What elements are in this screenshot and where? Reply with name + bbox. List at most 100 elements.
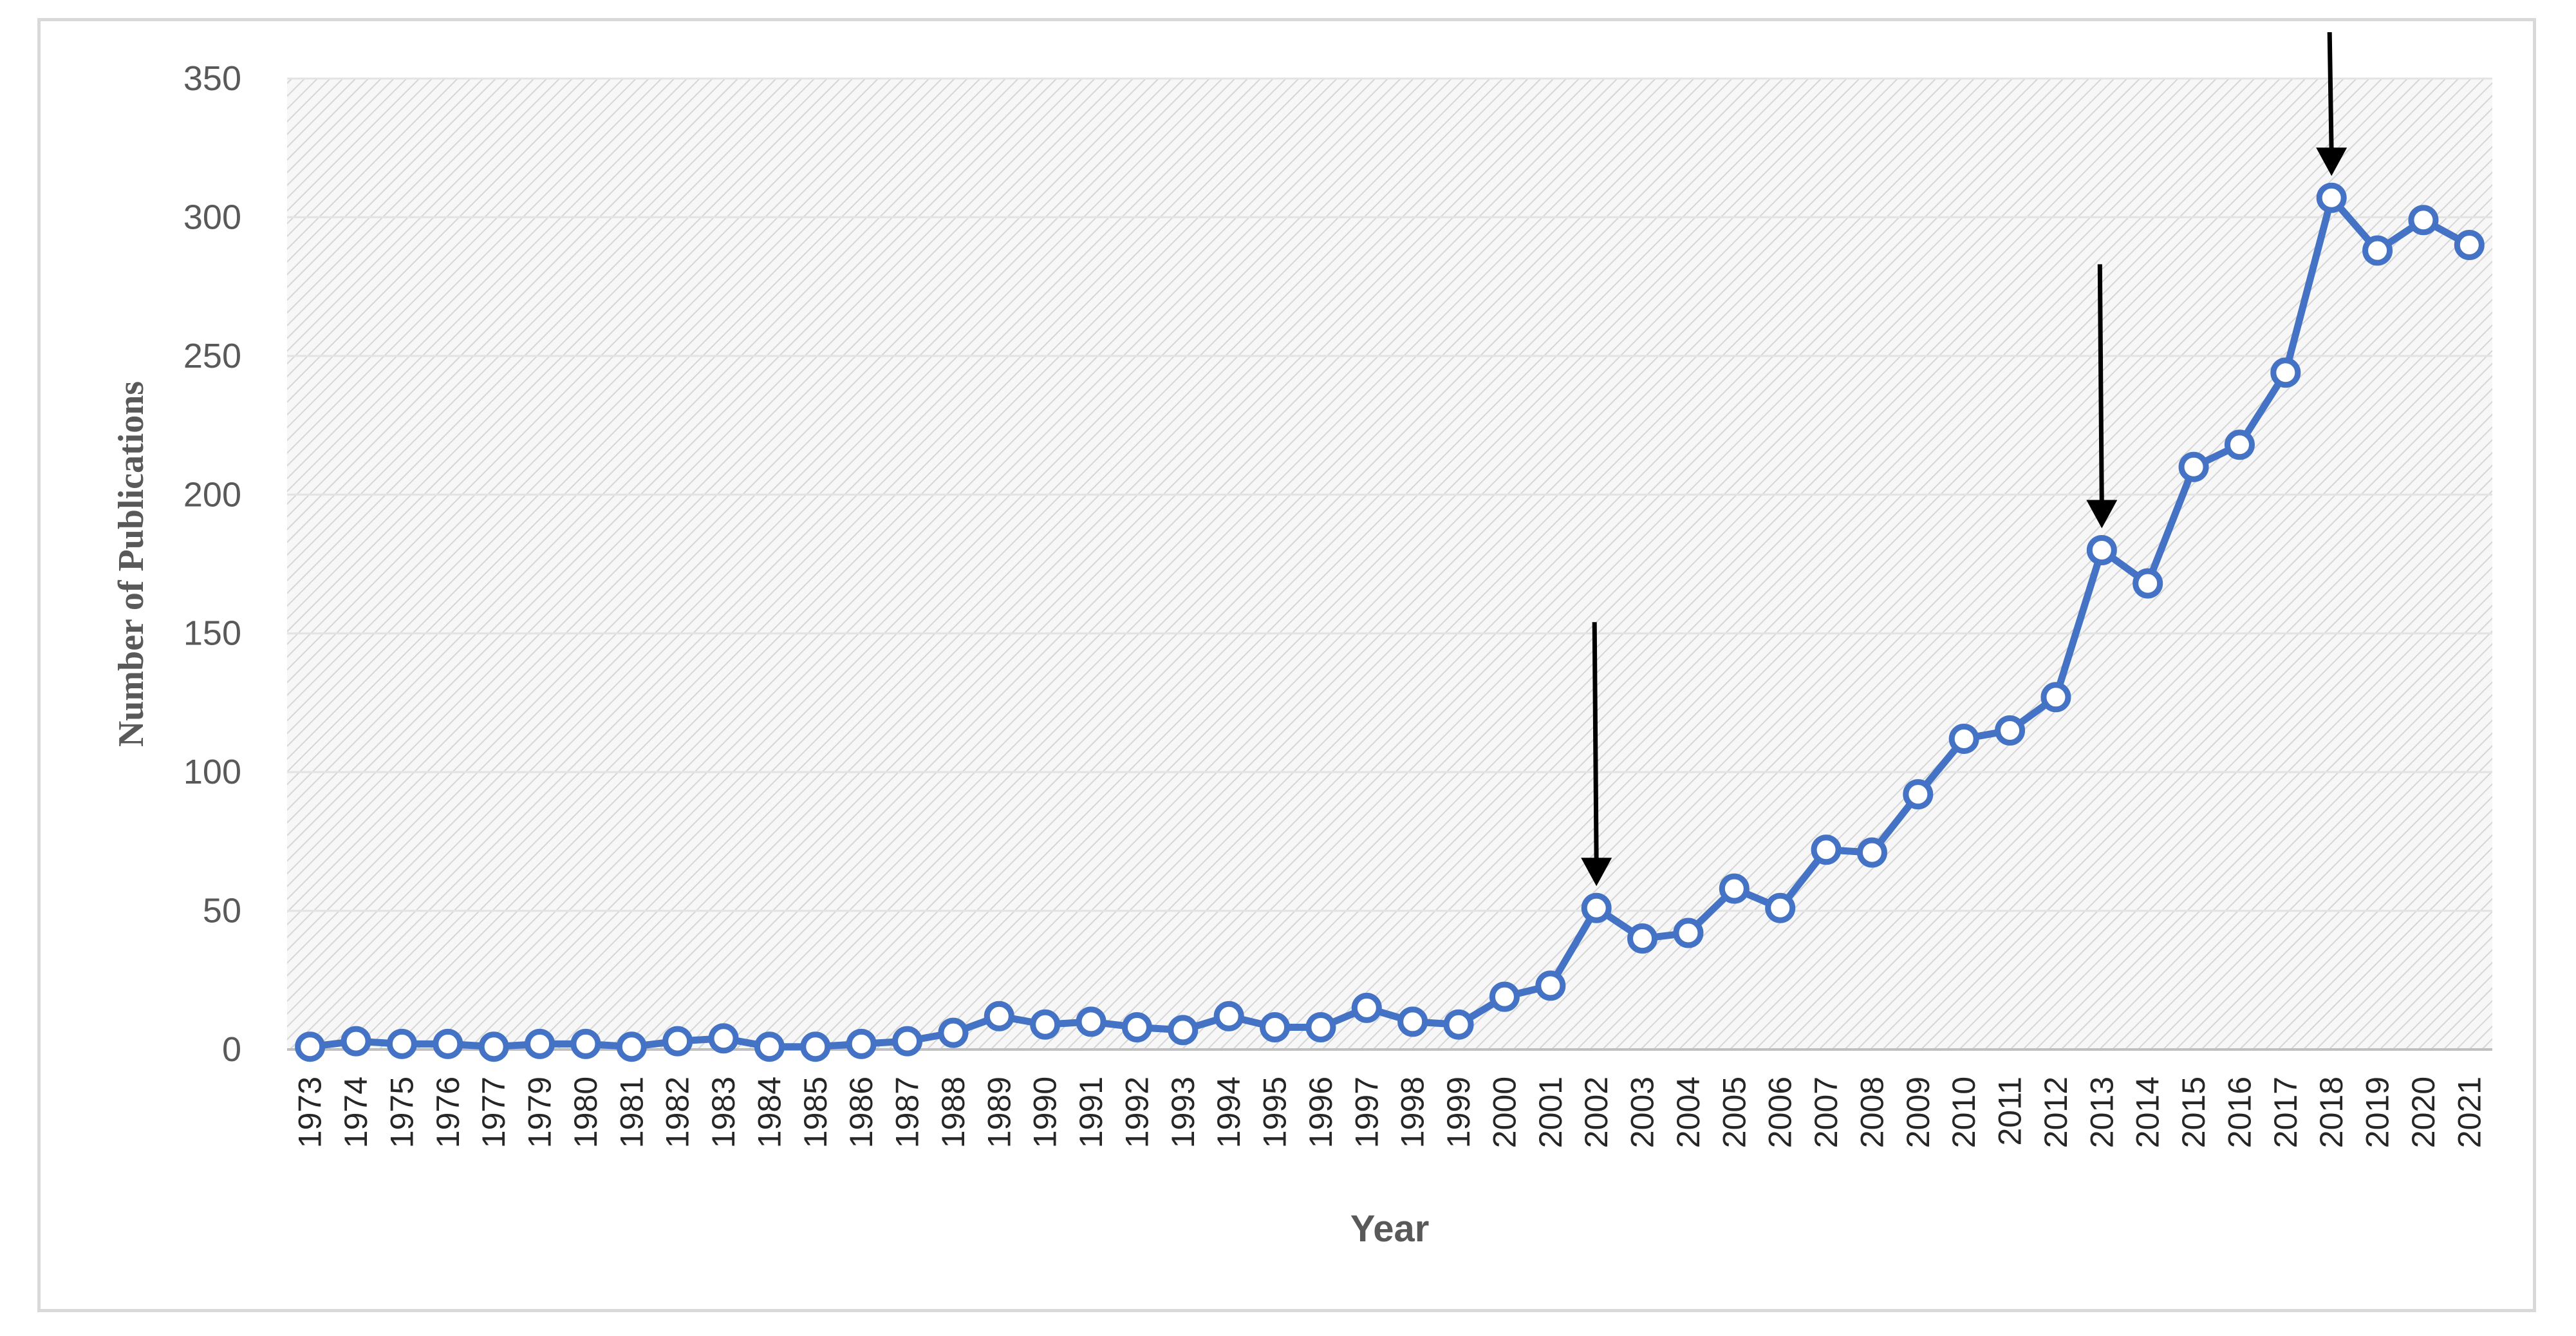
x-axis-label: Year: [1350, 1208, 1430, 1250]
data-point: [570, 1028, 601, 1059]
x-tick-label: 1988: [935, 1077, 971, 1148]
data-point: [1627, 923, 1658, 954]
x-tick-label: 1976: [430, 1077, 466, 1148]
annotation-arrow: [1592, 622, 1599, 865]
data-point: [341, 1026, 371, 1057]
x-tick-label: 1986: [843, 1077, 879, 1148]
x-tick-label: 1989: [981, 1077, 1017, 1148]
data-point: [1397, 1006, 1428, 1037]
data-point: [2270, 357, 2301, 388]
data-point: [295, 1031, 326, 1062]
data-point: [662, 1026, 693, 1057]
x-tick-label: 1982: [660, 1077, 696, 1148]
x-tick-label: 2016: [2221, 1077, 2257, 1148]
annotation-arrow: [2097, 264, 2104, 507]
data-point: [938, 1017, 969, 1048]
gridlines: [287, 77, 2492, 1051]
data-point: [800, 1031, 831, 1062]
x-tick-label: 1977: [476, 1077, 512, 1148]
x-tick-label: 1994: [1211, 1077, 1247, 1148]
x-tick-label: 1992: [1119, 1077, 1155, 1148]
data-point: [2224, 429, 2255, 460]
y-tick-label: 300: [183, 198, 241, 236]
x-tick-label: 1990: [1027, 1077, 1063, 1148]
x-tick-label: 1975: [384, 1077, 420, 1148]
x-tick-label: 1984: [751, 1077, 787, 1148]
data-point: [1213, 1001, 1244, 1031]
data-point: [1030, 1009, 1061, 1040]
y-axis-ticks: 0 50 100 150 200 250 300 350: [183, 59, 241, 1069]
y-tick-label: 0: [222, 1030, 241, 1069]
data-point: [1765, 892, 1796, 923]
x-tick-label: 2015: [2176, 1077, 2212, 1148]
data-point: [1673, 917, 1704, 948]
arrowhead: [2316, 147, 2347, 176]
x-tick-label: 1991: [1073, 1077, 1109, 1148]
data-point: [616, 1031, 647, 1062]
x-tick-label: 2014: [2130, 1077, 2166, 1148]
x-tick-label: 2010: [1946, 1077, 1982, 1148]
data-point: [708, 1023, 739, 1054]
plot-area: [287, 79, 2492, 1049]
data-point: [1305, 1012, 1336, 1043]
data-point: [1489, 981, 1520, 1012]
x-tick-label: 2005: [1716, 1077, 1752, 1148]
x-tick-label: 2006: [1762, 1077, 1798, 1148]
data-point: [1719, 873, 1750, 904]
data-point: [1076, 1006, 1106, 1037]
y-tick-label: 250: [183, 337, 241, 375]
x-tick-label: 1973: [292, 1077, 328, 1148]
x-tick-label: 2009: [1900, 1077, 1936, 1148]
x-tick-label: 1996: [1303, 1077, 1339, 1148]
y-axis-label: Number of Publications: [111, 381, 151, 747]
data-point: [1443, 1009, 1474, 1040]
data-point: [1811, 834, 1842, 865]
data-point: [1168, 1015, 1199, 1046]
data-point: [2086, 534, 2117, 565]
data-point: [1581, 892, 1612, 923]
y-tick-label: 100: [183, 753, 241, 791]
annotation-arrow: [2327, 32, 2334, 155]
x-tick-label: 1993: [1165, 1077, 1201, 1148]
data-point: [2178, 451, 2209, 482]
x-tick-label: 1979: [522, 1077, 558, 1148]
data-point: [386, 1028, 417, 1059]
x-tick-label: 1987: [890, 1077, 926, 1148]
x-tick-label: 1995: [1257, 1077, 1293, 1148]
x-tick-label: 2003: [1625, 1077, 1661, 1148]
data-point: [846, 1028, 877, 1059]
arrowhead: [1581, 858, 1612, 887]
x-tick-label: 1983: [705, 1077, 742, 1148]
data-point: [892, 1026, 923, 1057]
y-tick-label: 50: [203, 892, 241, 930]
y-tick-label: 350: [183, 59, 241, 98]
data-point: [1121, 1012, 1152, 1043]
x-tick-label: 1985: [798, 1077, 834, 1148]
x-tick-label: 1997: [1349, 1077, 1385, 1148]
data-point: [1948, 723, 1979, 754]
x-tick-label: 2017: [2268, 1077, 2304, 1148]
data-point: [2133, 568, 2163, 599]
x-tick-label: 2000: [1486, 1077, 1522, 1148]
x-tick-label: 2018: [2313, 1077, 2349, 1148]
annotation-arrows: [1581, 32, 2347, 887]
x-tick-label: 2004: [1670, 1077, 1706, 1148]
data-point: [433, 1028, 463, 1059]
data-point: [1856, 837, 1887, 868]
x-tick-label: 1999: [1441, 1077, 1477, 1148]
data-point: [754, 1031, 785, 1062]
x-tick-label: 2013: [2084, 1077, 2120, 1148]
x-tick-label: 1981: [613, 1077, 649, 1148]
data-point: [2040, 682, 2071, 713]
y-tick-label: 150: [183, 614, 241, 653]
data-point: [1260, 1012, 1291, 1043]
data-point: [1535, 970, 1566, 1001]
x-tick-label: 1998: [1395, 1077, 1431, 1148]
arrowhead: [2086, 500, 2118, 529]
series-group: [295, 182, 2485, 1062]
data-point: [1995, 715, 2026, 746]
data-point: [2362, 235, 2393, 266]
data-point: [525, 1028, 555, 1059]
x-tick-label: 2007: [1808, 1077, 1844, 1148]
x-tick-label: 2019: [2360, 1077, 2396, 1148]
